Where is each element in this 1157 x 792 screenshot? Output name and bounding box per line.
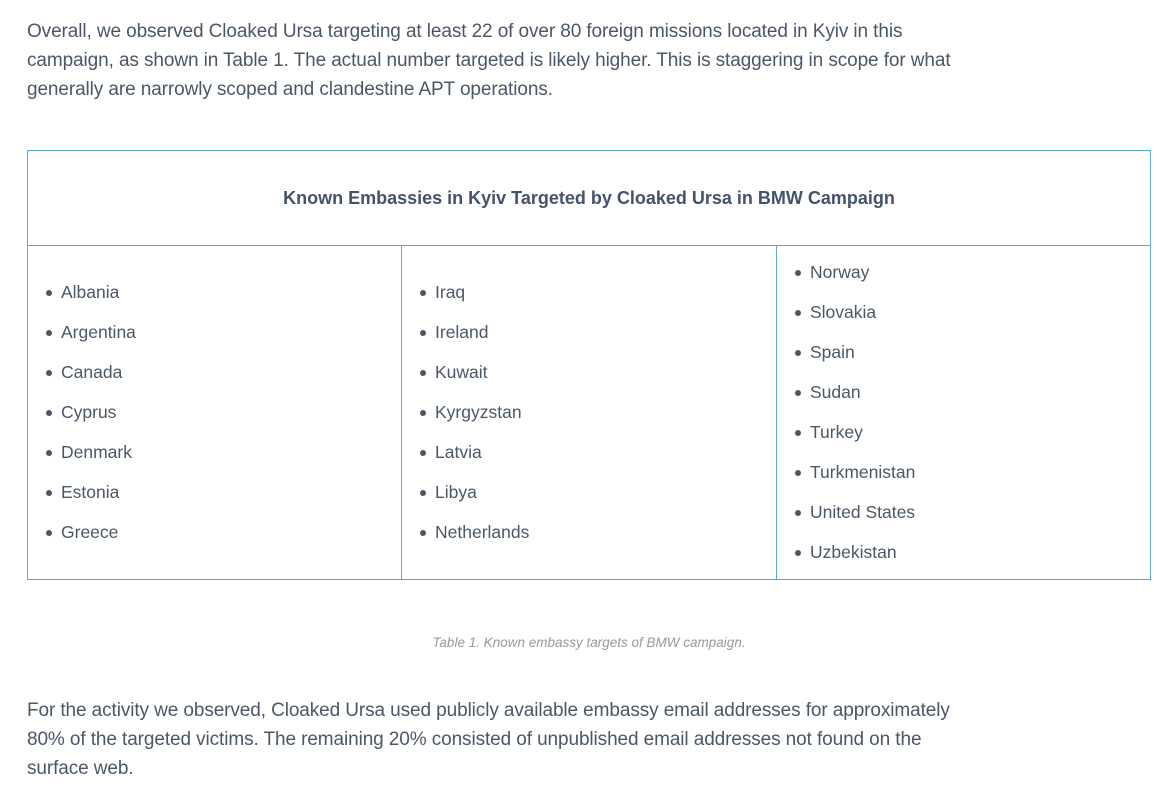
table-column-2: Iraq Ireland Kuwait Kyrgyzstan Latvia Li… [401,246,776,579]
country-item: Latvia [435,433,776,473]
embassy-targets-table: Known Embassies in Kyiv Targeted by Cloa… [27,150,1151,580]
country-item: Albania [61,273,401,313]
table-title: Known Embassies in Kyiv Targeted by Cloa… [28,151,1150,246]
paragraph-line: For the activity we observed, Cloaked Ur… [27,700,950,721]
country-item: Argentina [61,313,401,353]
table-column-3: Norway Slovakia Spain Sudan Turkey Turkm… [776,246,1150,579]
paragraph-overview: Overall, we observed Cloaked Ursa target… [27,17,1137,104]
country-item: Libya [435,473,776,513]
country-item: Estonia [61,473,401,513]
country-item: Slovakia [810,293,1150,333]
country-item: United States [810,493,1150,533]
paragraph-line: generally are narrowly scoped and clande… [27,79,553,100]
table-body: Albania Argentina Canada Cyprus Denmark … [28,246,1150,579]
paragraph-email-addresses: For the activity we observed, Cloaked Ur… [27,696,1137,783]
country-item: Cyprus [61,393,401,433]
country-item: Spain [810,333,1150,373]
table-column-1: Albania Argentina Canada Cyprus Denmark … [28,246,401,579]
paragraph-line: 80% of the targeted victims. The remaini… [27,729,922,750]
country-item: Netherlands [435,513,776,553]
country-item: Kyrgyzstan [435,393,776,433]
country-item: Norway [810,253,1150,293]
table-caption: Table 1. Known embassy targets of BMW ca… [432,635,746,650]
country-item: Turkmenistan [810,453,1150,493]
paragraph-line: Overall, we observed Cloaked Ursa target… [27,21,903,42]
paragraph-line: surface web. [27,758,134,779]
country-item: Iraq [435,273,776,313]
paragraph-line: campaign, as shown in Table 1. The actua… [27,50,951,71]
country-item: Greece [61,513,401,553]
country-item: Ireland [435,313,776,353]
country-item: Sudan [810,373,1150,413]
country-item: Denmark [61,433,401,473]
country-item: Uzbekistan [810,533,1150,573]
country-item: Kuwait [435,353,776,393]
country-item: Turkey [810,413,1150,453]
country-item: Canada [61,353,401,393]
